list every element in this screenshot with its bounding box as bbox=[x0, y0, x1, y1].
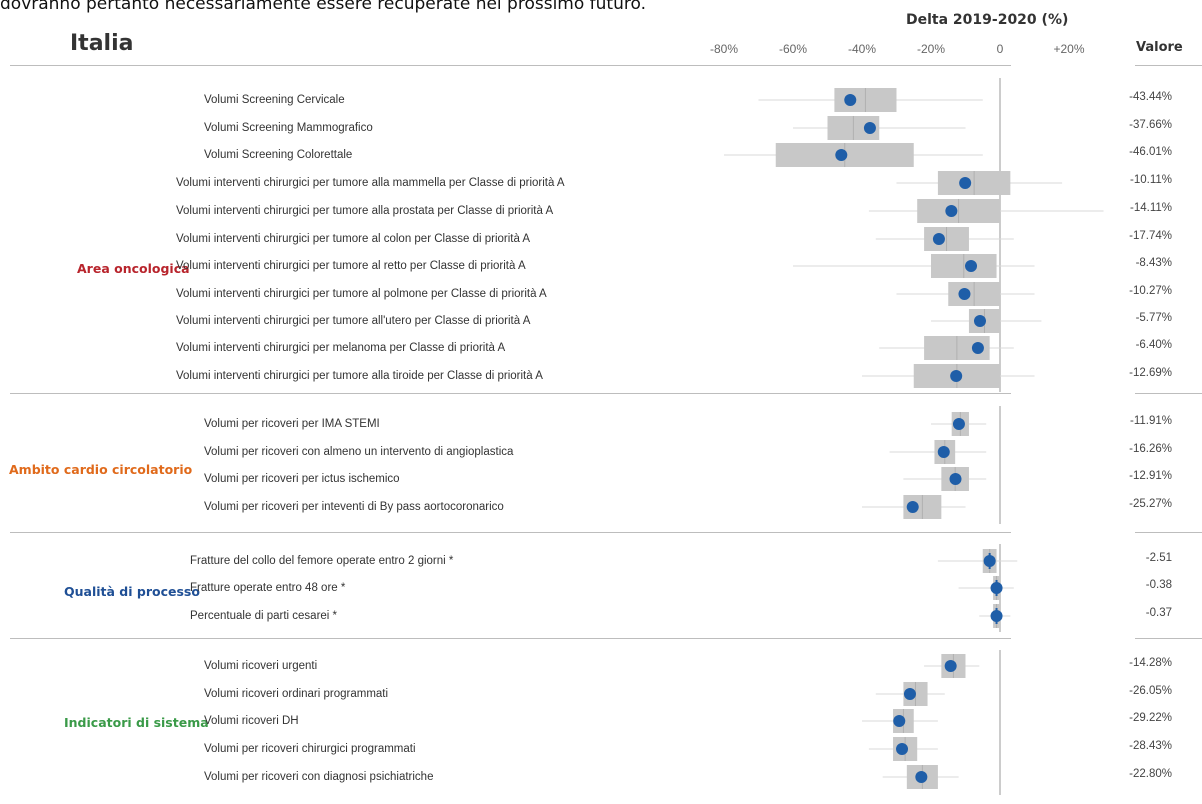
value-label: -26.05% bbox=[1129, 685, 1172, 697]
section-divider bbox=[10, 393, 1011, 394]
data-point bbox=[906, 501, 919, 513]
value-label: -10.27% bbox=[1129, 285, 1172, 297]
row-label: Percentuale di parti cesarei * bbox=[190, 610, 338, 622]
data-point bbox=[932, 233, 945, 245]
data-point bbox=[965, 260, 978, 272]
value-label: -28.43% bbox=[1129, 740, 1172, 752]
data-point bbox=[937, 446, 950, 458]
value-label: -46.01% bbox=[1129, 146, 1172, 158]
value-label: -17.74% bbox=[1129, 230, 1172, 242]
data-point bbox=[959, 177, 972, 189]
row-label: Volumi interventi chirurgici per tumore … bbox=[176, 177, 565, 189]
value-label: -2.51 bbox=[1145, 552, 1172, 564]
data-point bbox=[944, 660, 957, 672]
value-column-divider bbox=[1135, 532, 1202, 533]
chart-title: Italia bbox=[70, 31, 134, 56]
row-label: Fratture operate entro 48 ore * bbox=[190, 582, 346, 594]
row-label: Volumi Screening Colorettale bbox=[204, 149, 353, 161]
data-point bbox=[893, 715, 906, 727]
row-label: Volumi Screening Mammografico bbox=[204, 122, 373, 134]
row-label: Volumi ricoveri ordinari programmati bbox=[204, 688, 389, 700]
row-label: Volumi interventi chirurgici per tumore … bbox=[176, 205, 554, 217]
value-label: -22.80% bbox=[1129, 768, 1172, 780]
value-label: -43.44% bbox=[1129, 91, 1172, 103]
row-label: Volumi interventi chirurgici per tumore … bbox=[176, 288, 547, 300]
data-point bbox=[896, 743, 909, 755]
row-label: Volumi interventi chirurgici per tumore … bbox=[176, 233, 531, 245]
row-label: Volumi per ricoveri per ictus ischemico bbox=[204, 473, 400, 485]
data-point bbox=[945, 205, 958, 217]
value-label: -12.69% bbox=[1129, 367, 1172, 379]
data-point bbox=[952, 418, 965, 430]
data-point bbox=[835, 149, 848, 161]
value-label: -10.11% bbox=[1130, 174, 1172, 186]
row-label: Volumi ricoveri urgenti bbox=[204, 660, 318, 672]
data-point bbox=[903, 688, 916, 700]
value-label: -14.28% bbox=[1129, 657, 1172, 669]
x-tick-label: 0 bbox=[996, 42, 1004, 56]
row-label: Volumi per ricoveri con diagnosi psichia… bbox=[204, 771, 434, 783]
section-divider bbox=[10, 65, 1011, 66]
data-point bbox=[973, 315, 986, 327]
value-label: -25.27% bbox=[1129, 498, 1172, 510]
value-column-divider bbox=[1135, 393, 1202, 394]
x-tick-label: -40% bbox=[847, 42, 877, 56]
value-label: -0.38 bbox=[1145, 579, 1172, 591]
value-label: -5.77% bbox=[1135, 312, 1172, 324]
data-point bbox=[971, 342, 984, 354]
section-divider bbox=[10, 638, 1011, 639]
x-tick-label: -20% bbox=[916, 42, 946, 56]
x-tick-label: -80% bbox=[709, 42, 739, 56]
value-label: -6.40% bbox=[1135, 339, 1172, 351]
value-column-divider bbox=[1135, 65, 1202, 66]
section-divider bbox=[10, 532, 1011, 533]
data-point bbox=[950, 370, 963, 382]
value-label: -29.22% bbox=[1129, 712, 1172, 724]
section-label: Ambito cardio circolatorio bbox=[9, 462, 193, 477]
row-label: Volumi per ricoveri chirurgici programma… bbox=[204, 743, 416, 755]
row-label: Volumi interventi chirurgici per melanom… bbox=[176, 342, 506, 354]
row-label: Volumi interventi chirurgici per tumore … bbox=[176, 315, 531, 327]
value-label: -8.43% bbox=[1135, 257, 1172, 269]
value-label: -14.11% bbox=[1130, 202, 1172, 214]
value-label: -37.66% bbox=[1129, 119, 1172, 131]
section-label: Indicatori di sistema bbox=[64, 715, 209, 730]
section-label: Area oncologica bbox=[77, 261, 190, 276]
intro-text: dovranno pertanto necessariamente essere… bbox=[0, 0, 646, 14]
row-label: Volumi Screening Cervicale bbox=[204, 94, 345, 106]
value-label: -16.26% bbox=[1129, 443, 1172, 455]
row-label: Volumi interventi chirurgici per tumore … bbox=[176, 370, 543, 382]
value-label: -0.37 bbox=[1145, 607, 1172, 619]
row-label: Volumi interventi chirurgici per tumore … bbox=[176, 260, 526, 272]
row-label: Volumi per ricoveri per inteventi di By … bbox=[204, 501, 504, 513]
section-label: Qualità di processo bbox=[64, 584, 200, 599]
value-column-divider bbox=[1135, 638, 1202, 639]
value-column-header: Valore bbox=[1136, 40, 1183, 55]
row-label: Volumi per ricoveri con almeno un interv… bbox=[204, 446, 514, 458]
axis-title: Delta 2019-2020 (%) bbox=[906, 12, 1069, 28]
row-label: Fratture del collo del femore operate en… bbox=[190, 555, 454, 567]
data-point bbox=[958, 288, 971, 300]
data-point bbox=[949, 473, 962, 485]
data-point bbox=[844, 94, 857, 106]
data-point bbox=[915, 771, 928, 783]
x-tick-label: -60% bbox=[778, 42, 808, 56]
row-label: Volumi per ricoveri per IMA STEMI bbox=[204, 418, 380, 430]
value-label: -11.91% bbox=[1130, 415, 1172, 427]
value-label: -12.91% bbox=[1129, 470, 1172, 482]
data-point bbox=[863, 122, 876, 134]
x-tick-label: +20% bbox=[1053, 42, 1085, 56]
row-label: Volumi ricoveri DH bbox=[204, 715, 299, 727]
